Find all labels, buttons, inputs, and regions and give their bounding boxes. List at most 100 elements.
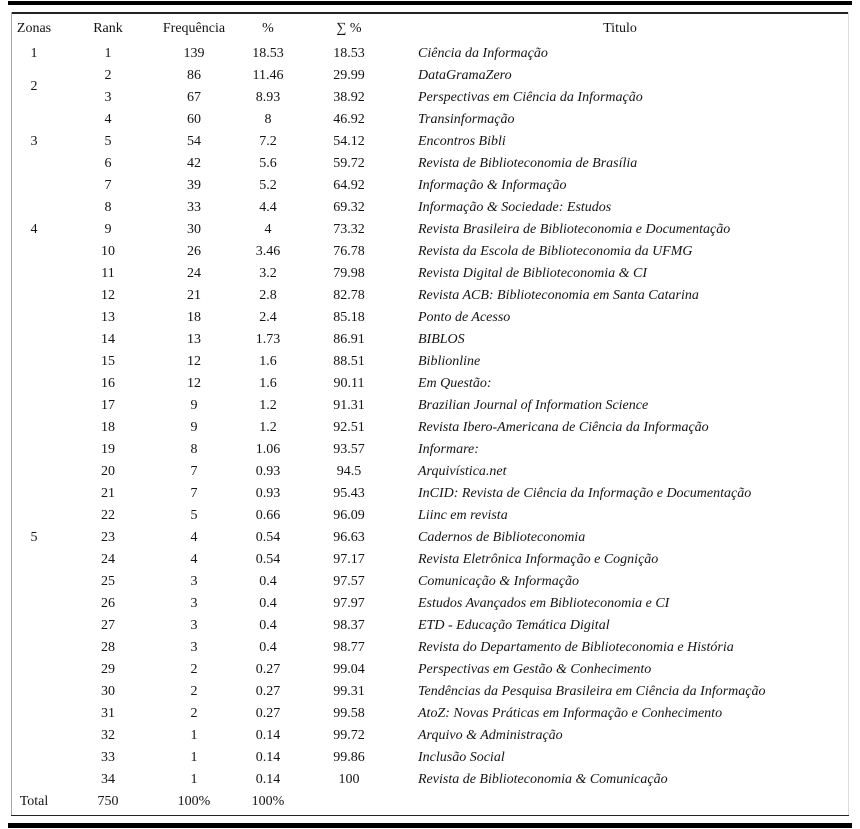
cum-pct-cell: 92.51: [333, 419, 365, 435]
pct-cell: 0.93: [255, 463, 281, 479]
rank-cell: 19: [101, 441, 115, 457]
header-zonas: Zonas: [16, 20, 52, 36]
titulo-cell: Revista da Escola de Biblioteconomia da …: [418, 243, 693, 259]
frequencia-cell: 7: [190, 463, 198, 479]
frequencia-cell: 1: [190, 771, 198, 787]
total-cum-pct-cell: [307, 791, 391, 813]
frequencia-cell: 1: [190, 727, 198, 743]
table-row: 13 18 2.4 85.18 Ponto de Acesso: [11, 307, 849, 329]
frequencia-cell: 26: [187, 243, 201, 259]
table-row: 17 9 1.2 91.31 Brazilian Journal of Informat…: [11, 395, 849, 417]
frequencia-cell: 3: [190, 573, 198, 589]
frequencia-cell: 9: [190, 419, 198, 435]
titulo-cell: Em Questão:: [418, 375, 492, 391]
header-frequencia: Frequência: [162, 20, 226, 36]
frequencia-cell: 42: [187, 155, 201, 171]
frequencia-cell: 54: [187, 133, 201, 149]
table-row: 2 2 86 11.46 29.99 DataGramaZero: [11, 65, 849, 94]
pct-cell: 0.66: [255, 507, 281, 523]
rank-cell: 18: [101, 419, 115, 435]
rank-cell: 6: [104, 155, 112, 171]
cum-pct-cell: 38.92: [333, 89, 365, 105]
cum-pct-cell: 100: [338, 771, 360, 787]
table-row: 25 3 0.4 97.57 Comunicação & Informação: [11, 571, 849, 593]
rank-cell: 8: [104, 199, 112, 215]
cum-pct-cell: 46.92: [333, 111, 365, 127]
frequencia-cell: 12: [187, 353, 201, 369]
table-row: 14 13 1.73 86.91 BIBLOS: [11, 329, 849, 351]
table-row: 34 1 0.14 100 Revista de Biblioteconomia & C…: [11, 769, 849, 791]
titulo-cell: Informare:: [418, 441, 479, 457]
total-frequencia-cell: 100%: [177, 793, 211, 809]
cum-pct-cell: 90.11: [333, 375, 365, 391]
titulo-cell: Revista de Biblioteconomia & Comunicação: [418, 771, 668, 787]
table-row: 1 1 139 18.53 18.53 Ciência da Informação: [11, 43, 849, 65]
pct-cell: 1.6: [259, 353, 277, 369]
pct-cell: 0.14: [255, 727, 281, 743]
table-row: 15 12 1.6 88.51 Biblionline: [11, 351, 849, 373]
titulo-cell: Comunicação & Informação: [418, 573, 579, 589]
frequencia-cell: 2: [190, 661, 198, 677]
table-row: 19 8 1.06 93.57 Informare:: [11, 439, 849, 461]
table-row: 29 2 0.27 99.04 Perspectivas em Gestão & Con…: [11, 659, 849, 681]
zona-cell: 1: [30, 45, 38, 61]
table-row: 31 2 0.27 99.58 AtoZ: Novas Práticas em Info…: [11, 703, 849, 725]
titulo-cell: Ponto de Acesso: [418, 309, 511, 325]
rank-cell: 33: [101, 749, 115, 765]
frequencia-cell: 33: [187, 199, 201, 215]
cum-pct-cell: 76.78: [333, 243, 365, 259]
cum-pct-cell: 54.12: [333, 133, 365, 149]
rank-cell: 24: [101, 551, 115, 567]
titulo-cell: Revista Ibero-Americana de Ciência da In…: [418, 419, 709, 435]
pct-cell: 0.27: [255, 705, 281, 721]
top-thin-rule: [11, 12, 849, 14]
rank-cell: 11: [101, 265, 115, 281]
pct-cell: 0.4: [259, 639, 277, 655]
frequencia-cell: 18: [187, 309, 201, 325]
frequencia-cell: 13: [187, 331, 201, 347]
frequencia-cell: 12: [187, 375, 201, 391]
rank-cell: 3: [104, 89, 112, 105]
pct-cell: 1.2: [259, 397, 277, 413]
rank-cell: 10: [101, 243, 115, 259]
pct-cell: 2.4: [259, 309, 277, 325]
table-row: 4 60 8 46.92 Transinformação: [11, 109, 849, 131]
table-row: 30 2 0.27 99.31 Tendências da Pesquisa Brasi…: [11, 681, 849, 703]
cum-pct-cell: 99.04: [333, 661, 365, 677]
titulo-cell: Cadernos de Biblioteconomia: [418, 529, 586, 545]
cum-pct-cell: 29.99: [333, 67, 365, 83]
frequencia-cell: 30: [187, 221, 201, 237]
cum-pct-cell: 91.31: [333, 397, 365, 413]
pct-cell: 4: [264, 221, 272, 237]
total-titulo-cell: [391, 791, 849, 813]
cum-pct-cell: 97.17: [333, 551, 365, 567]
header-pct: %: [262, 20, 274, 36]
cum-pct-cell: 98.77: [333, 639, 365, 655]
zone-frequency-table: Zonas Rank Frequência % ∑ % Titulo 1 1 139…: [11, 14, 849, 813]
top-thick-rule: [8, 1, 852, 5]
frequencia-cell: 60: [187, 111, 201, 127]
titulo-cell: Informação & Informação: [418, 177, 567, 193]
rank-cell: 27: [101, 617, 115, 633]
table-body: 1 1 139 18.53 18.53 Ciência da Informação 2 2 86…: [11, 43, 849, 813]
bottom-thick-rule: [8, 823, 852, 828]
rank-cell: 5: [104, 133, 112, 149]
rank-cell: 28: [101, 639, 115, 655]
titulo-cell: Arquivo & Administração: [418, 727, 563, 743]
cum-pct-cell: 82.78: [333, 287, 365, 303]
table-row: 4 9 30 4 73.32 Revista Brasileira de Bibliote…: [11, 219, 849, 241]
titulo-cell: Revista Brasileira de Biblioteconomia e …: [418, 221, 731, 237]
rank-cell: 12: [101, 287, 115, 303]
pct-cell: 5.2: [259, 177, 277, 193]
titulo-cell: Ciência da Informação: [418, 45, 548, 61]
total-rank-cell: 750: [97, 793, 119, 809]
frequencia-cell: 24: [187, 265, 201, 281]
frequencia-cell: 4: [190, 551, 198, 567]
frequencia-cell: 3: [190, 595, 198, 611]
cum-pct-cell: 99.31: [333, 683, 365, 699]
left-side-rule: [11, 12, 12, 815]
total-row: Total 750 100% 100%: [11, 791, 849, 813]
table-row: 5 23 4 0.54 96.63 Cadernos de Biblioteconomia: [11, 527, 849, 549]
cum-pct-cell: 98.37: [333, 617, 365, 633]
zona-cell: 3: [30, 133, 38, 149]
